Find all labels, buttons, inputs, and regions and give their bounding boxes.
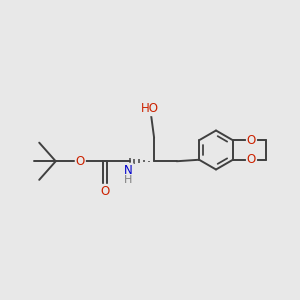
Text: N: N [124, 164, 133, 177]
Text: HO: HO [141, 102, 159, 115]
Text: O: O [247, 153, 256, 166]
Text: O: O [100, 185, 110, 198]
Text: O: O [247, 134, 256, 147]
Text: H: H [124, 175, 133, 185]
Text: O: O [76, 155, 85, 168]
